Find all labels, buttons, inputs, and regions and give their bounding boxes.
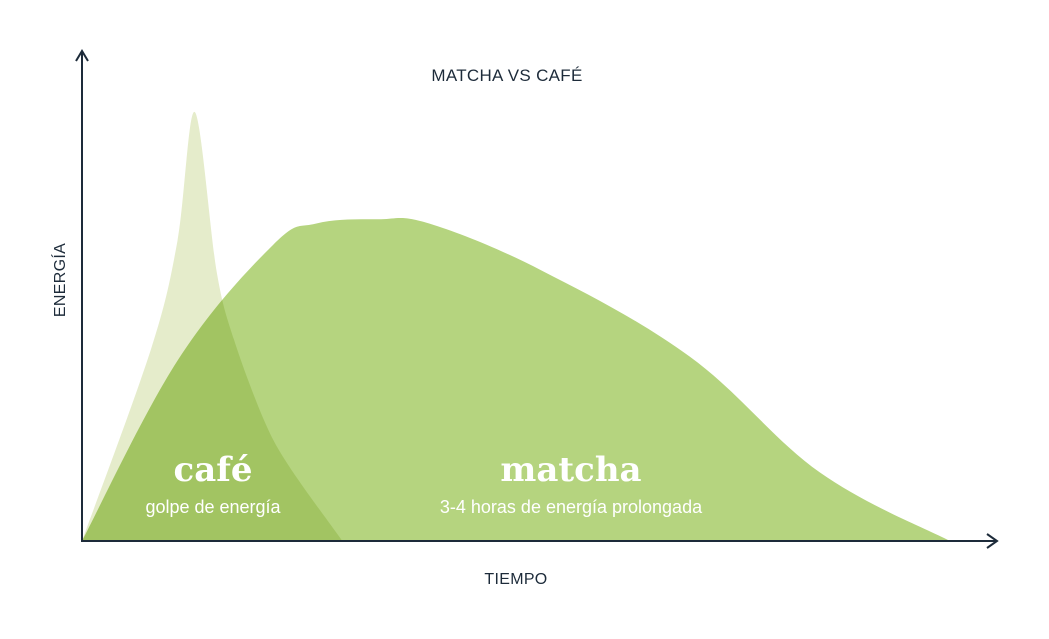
- chart-title: MATCHA VS CAFÉ: [431, 66, 582, 85]
- series-annotation-matcha: 3-4 horas de energía prolongada: [440, 497, 703, 517]
- x-axis-label: TIEMPO: [484, 571, 547, 588]
- series-label-cafe: café: [174, 450, 253, 490]
- series-area-matcha: [82, 217, 950, 541]
- chart-axes: [75, 49, 999, 549]
- series-label-matcha: matcha: [500, 450, 641, 490]
- series-annotation-cafe: golpe de energía: [145, 497, 281, 517]
- chart-areas: [82, 111, 950, 541]
- y-axis-label: ENERGÍA: [50, 243, 69, 317]
- x-axis-arrow-icon: [986, 533, 999, 549]
- y-axis-arrow-icon: [75, 49, 89, 62]
